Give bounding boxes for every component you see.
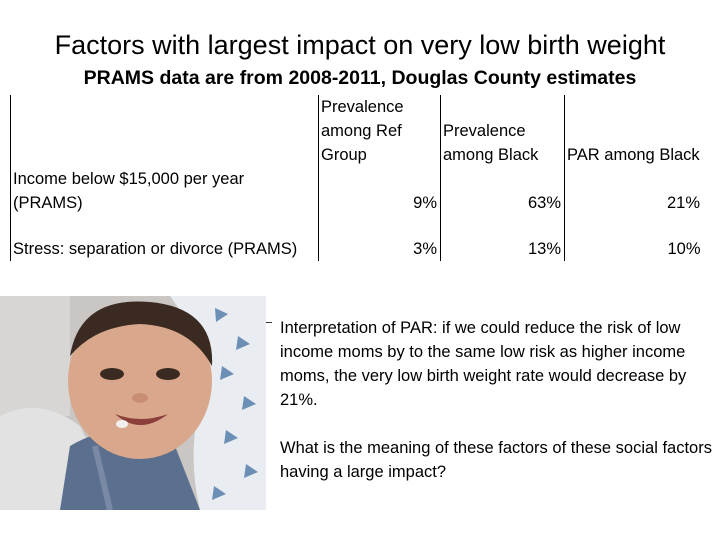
cell-prevalence-black: 13% <box>440 215 565 261</box>
cell-prevalence-ref: 9% <box>318 167 441 215</box>
header-prevalence-black: Prevalence among Black <box>440 95 565 167</box>
header-par-black: PAR among Black <box>567 146 700 164</box>
table-header-row: Prevalence among Ref Group Prevalence am… <box>10 95 704 167</box>
divider-line <box>266 322 272 323</box>
row-label: Income below $15,000 per year (PRAMS) <box>10 167 319 215</box>
row-label: Stress: separation or divorce (PRAMS) <box>10 215 319 261</box>
question-paragraph: What is the meaning of these factors of … <box>280 439 712 481</box>
cell-prevalence-ref: 3% <box>318 215 441 261</box>
slide-subtitle: PRAMS data are from 2008-2011, Douglas C… <box>83 67 637 89</box>
header-empty-cell <box>10 95 319 167</box>
baby-photo <box>0 296 266 510</box>
cell-prevalence-black: 63% <box>440 167 565 215</box>
interpretation-text-box: Interpretation of PAR: if we could reduc… <box>280 316 720 508</box>
header-prevalence-ref: Prevalence among Ref Group <box>318 95 441 167</box>
table-row: Stress: separation or divorce (PRAMS) 3%… <box>10 215 704 261</box>
cell-par-black: 21% <box>666 194 700 212</box>
data-table: Prevalence among Ref Group Prevalence am… <box>10 95 704 261</box>
interpretation-paragraph: Interpretation of PAR: if we could reduc… <box>280 319 687 409</box>
slide-title: Factors with largest impact on very low … <box>54 30 666 60</box>
table-row: Income below $15,000 per year (PRAMS) 9%… <box>10 167 704 215</box>
cell-par-black: 10% <box>667 240 701 258</box>
